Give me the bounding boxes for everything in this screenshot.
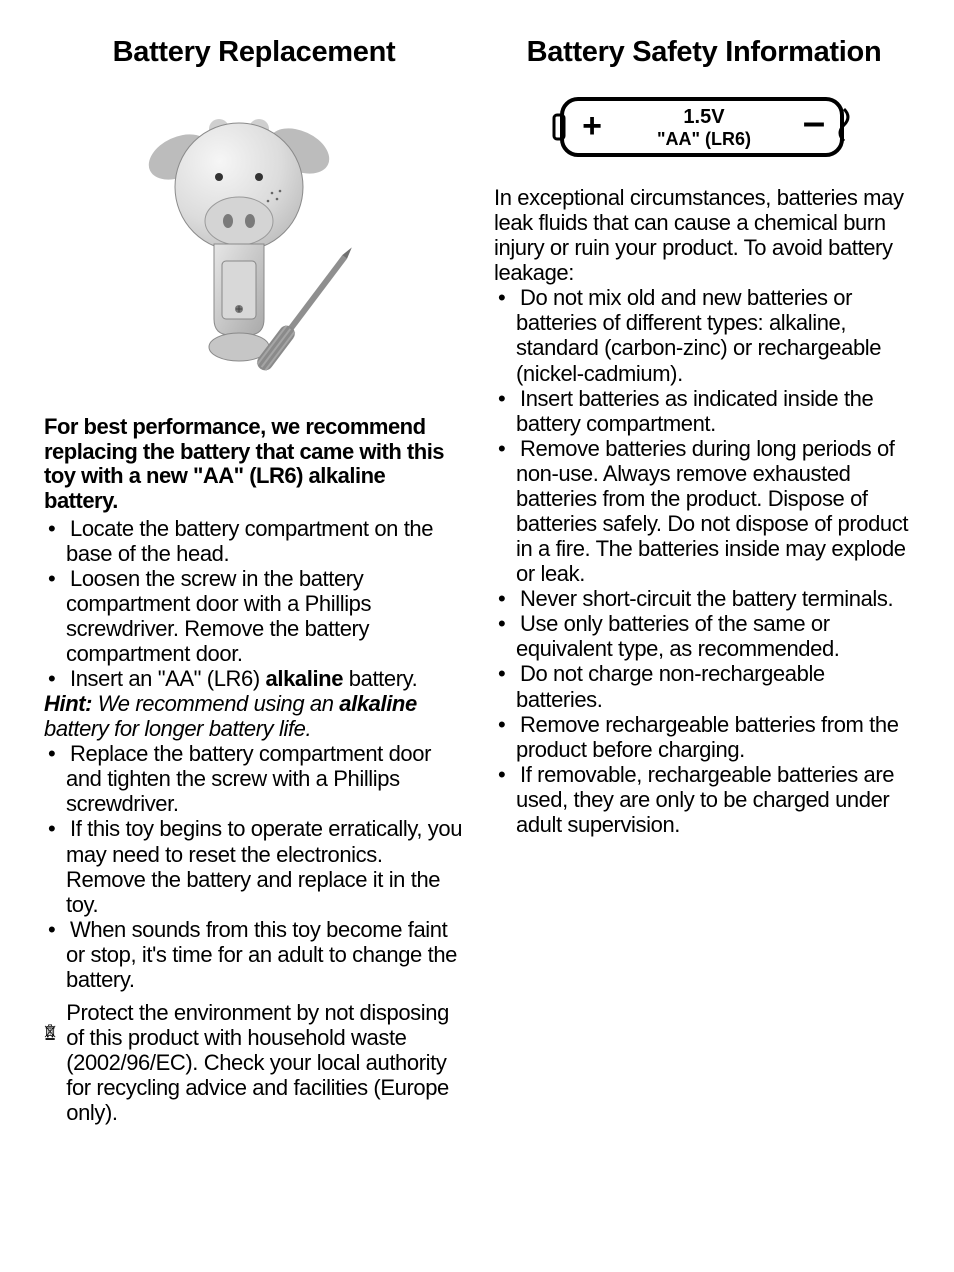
list-item: Use only batteries of the same or equiva… [494, 611, 914, 661]
hint-text: Hint: We recommend using an alkaline bat… [44, 691, 464, 741]
toy-illustration [124, 99, 384, 399]
minus-symbol: – [803, 100, 825, 144]
list-item: Loosen the screw in the battery compartm… [44, 566, 464, 666]
insert-bullet: Insert an "AA" (LR6) alkaline battery. [44, 666, 464, 691]
hint-suffix: battery for longer battery life. [44, 716, 311, 741]
list-item: Insert batteries as indicated inside the… [494, 386, 914, 436]
lead-text: For best performance, we recommend repla… [44, 415, 464, 514]
right-title: Battery Safety Information [494, 36, 914, 69]
right-bullets: Do not mix old and new batteries or batt… [494, 285, 914, 837]
list-item: Never short-circuit the battery terminal… [494, 586, 914, 611]
left-title: Battery Replacement [44, 36, 464, 69]
list-item: Replace the battery compartment door and… [44, 741, 464, 816]
hint-mid: We recommend using an [92, 691, 339, 716]
left-bullets-a: Locate the battery compartment on the ba… [44, 516, 464, 666]
plus-symbol: + [582, 107, 602, 145]
list-item: If removable, rechargeable batteries are… [494, 762, 914, 837]
left-insert-bullet: Insert an "AA" (LR6) alkaline battery. [44, 666, 464, 691]
battery-diagram: + – 1.5V "AA" (LR6) [544, 89, 864, 165]
right-column: Battery Safety Information + – 1.5V "AA"… [494, 36, 914, 1125]
insert-prefix: Insert an "AA" (LR6) [70, 666, 266, 691]
insert-bold: alkaline [266, 666, 344, 691]
weee-text: Protect the environment by not disposing… [66, 1000, 464, 1125]
list-item: Do not mix old and new batteries or batt… [494, 285, 914, 385]
size-label: "AA" (LR6) [657, 129, 751, 149]
list-item: Locate the battery compartment on the ba… [44, 516, 464, 566]
list-item: When sounds from this toy become faint o… [44, 917, 464, 992]
voltage-label: 1.5V [683, 106, 725, 128]
list-item: If this toy begins to operate erraticall… [44, 816, 464, 916]
two-column-layout: Battery Replacement [44, 36, 914, 1125]
left-column: Battery Replacement [44, 36, 464, 1125]
list-item: Remove batteries during long periods of … [494, 436, 914, 586]
list-item: Remove rechargeable batteries from the p… [494, 712, 914, 762]
hint-label: Hint: [44, 691, 92, 716]
left-bullets-b: Replace the battery compartment door and… [44, 741, 464, 992]
weee-row: Protect the environment by not disposing… [44, 1000, 464, 1125]
hint-bold: alkaline [339, 691, 417, 716]
intro-text: In exceptional circumstances, batteries … [494, 185, 914, 285]
weee-icon [44, 1000, 56, 1064]
list-item: Do not charge non-rechargeable batteries… [494, 661, 914, 711]
insert-suffix: battery. [343, 666, 417, 691]
